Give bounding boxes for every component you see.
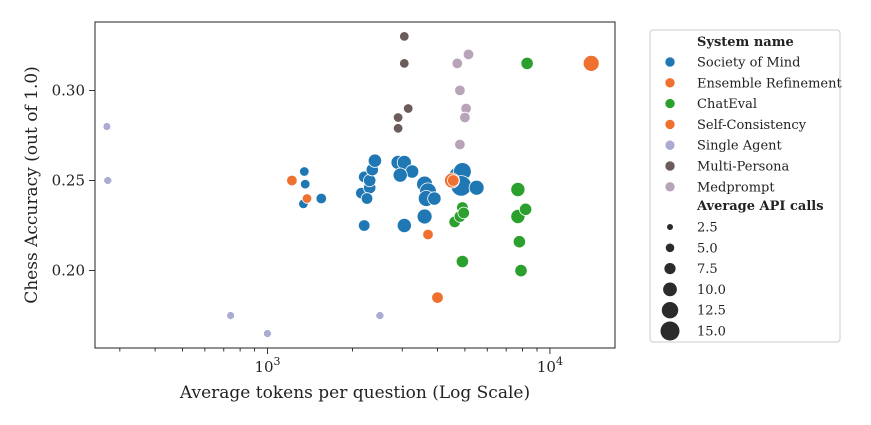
point-society-of-mind-8	[363, 173, 377, 188]
y-tick-label: 0.30	[52, 81, 85, 99]
point-single-agent-2	[226, 311, 236, 321]
legend-series-entries: Society of Mind Ensemble Refinement ChatEv…	[664, 56, 842, 195]
legend-marker	[664, 98, 676, 109]
legend-label: Society of Mind	[697, 56, 801, 71]
point-medprompt-4	[459, 111, 471, 124]
size-legend-marker	[667, 224, 673, 230]
x-tick-exponent: 4	[556, 355, 563, 368]
legend-label: Self-Consistency	[697, 118, 807, 133]
legend-marker	[664, 139, 676, 151]
point-multi-persona-1	[392, 112, 404, 123]
x-axis-ticks: 103 104	[119, 348, 563, 376]
legend-label: ChatEval	[697, 97, 757, 112]
legend-title-series: System name	[697, 35, 794, 50]
legend-marker	[664, 56, 676, 68]
size-legend-label: 7.5	[697, 262, 718, 277]
point-multi-persona-3	[399, 31, 410, 42]
x-tick-label: 104	[537, 355, 563, 376]
legend-marker	[664, 77, 676, 89]
point-self-consistency-0	[447, 174, 460, 187]
point-society-of-mind-0	[299, 166, 310, 177]
point-single-agent-1	[103, 176, 113, 185]
plot-frame	[94, 21, 616, 349]
point-medprompt-1	[462, 48, 475, 61]
point-medprompt-2	[454, 84, 466, 97]
legend-marker	[664, 119, 676, 130]
x-tick-base: 10	[537, 358, 556, 376]
point-multi-persona-4	[403, 103, 414, 114]
point-society-of-mind-20	[427, 191, 442, 206]
point-chateval-8	[514, 263, 528, 278]
size-legend-label: 12.5	[697, 304, 726, 319]
point-society-of-mind-15	[392, 167, 408, 183]
point-ensemble-refinement-2	[422, 228, 434, 241]
legend-label: Single Agent	[697, 139, 783, 154]
legend-title-sizes: Average API calls	[696, 199, 824, 214]
point-chateval-9	[518, 202, 533, 216]
point-chateval-4	[455, 254, 469, 269]
point-ensemble-refinement-3	[431, 291, 444, 304]
plot-marks	[102, 31, 600, 339]
legend-label: Multi-Persona	[697, 160, 790, 175]
y-tick-label: 0.20	[52, 262, 85, 280]
point-chateval-5	[510, 181, 526, 197]
x-tick-label: 103	[254, 355, 280, 376]
point-society-of-mind-11	[360, 192, 374, 205]
point-single-agent-4	[375, 311, 385, 321]
y-axis-label: Chess Accuracy (out of 1.0)	[22, 66, 42, 304]
y-tick-label: 0.25	[52, 171, 85, 189]
legend: System name Society of Mind Ensemble Refi…	[649, 29, 842, 343]
point-society-of-mind-4	[358, 219, 371, 232]
point-single-agent-0	[102, 122, 112, 131]
x-tick-exponent: 3	[274, 355, 281, 368]
point-chateval-10	[520, 56, 534, 71]
point-single-agent-3	[263, 329, 272, 339]
size-legend-marker	[664, 263, 676, 275]
point-chateval-7	[512, 235, 527, 249]
point-society-of-mind-10	[367, 153, 382, 168]
legend-marker	[664, 160, 676, 172]
point-ensemble-refinement-5	[582, 55, 600, 72]
legend-label: Ensemble Refinement	[697, 76, 842, 91]
size-legend-marker	[661, 302, 679, 319]
point-medprompt-0	[451, 57, 464, 70]
size-legend-label: 5.0	[697, 241, 718, 256]
size-legend-label: 15.0	[697, 325, 726, 340]
point-multi-persona-2	[399, 58, 410, 69]
point-society-of-mind-3	[315, 192, 328, 205]
point-multi-persona-0	[392, 123, 404, 134]
point-society-of-mind-16	[396, 217, 412, 233]
point-society-of-mind-1	[300, 178, 311, 190]
legend-label: Medprompt	[697, 180, 775, 195]
x-axis-label: Average tokens per question (Log Scale)	[179, 383, 530, 403]
size-legend-marker	[660, 321, 680, 341]
x-tick-base: 10	[254, 358, 273, 376]
size-legend-label: 2.5	[697, 221, 718, 236]
point-society-of-mind-25	[468, 179, 485, 196]
size-legend-label: 10.0	[697, 283, 726, 298]
point-chateval-3	[457, 206, 470, 220]
legend-size-entries: 2.5 5.0 7.5 10.0 12.5 15.0	[660, 221, 726, 341]
y-axis-ticks: 0.20 0.25 0.30	[52, 81, 95, 280]
legend-marker	[664, 181, 676, 193]
size-legend-marker	[665, 243, 675, 253]
point-medprompt-5	[454, 138, 466, 151]
legend-frame	[649, 29, 841, 343]
point-ensemble-refinement-1	[301, 193, 313, 204]
point-ensemble-refinement-0	[286, 174, 298, 187]
size-legend-marker	[663, 282, 677, 297]
point-society-of-mind-21	[416, 208, 433, 225]
